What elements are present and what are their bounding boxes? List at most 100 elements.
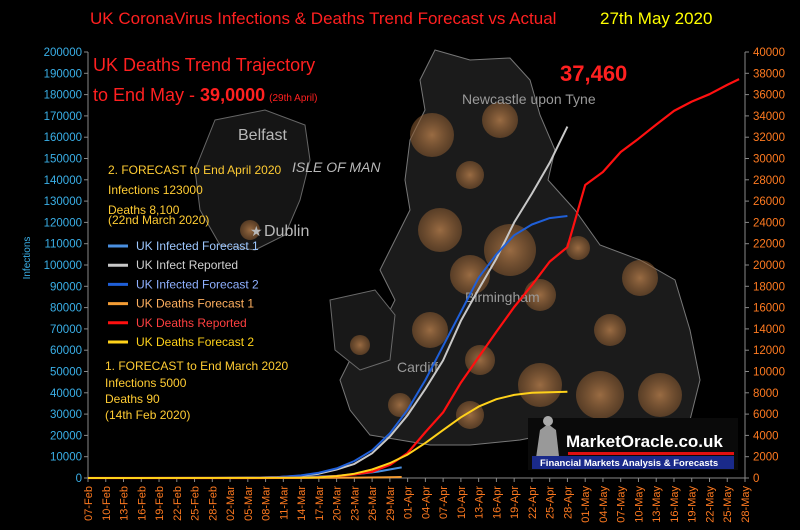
map-blob xyxy=(622,260,658,296)
y-right-tick-label: 20000 xyxy=(753,260,785,272)
x-tick-label: 23-Mar xyxy=(349,486,361,521)
x-tick-label: 22-Feb xyxy=(172,486,184,521)
oracle-figure-icon xyxy=(535,424,560,465)
map-blob xyxy=(638,373,682,417)
y-right-tick-label: 6000 xyxy=(753,409,779,421)
y-right-tick-label: 12000 xyxy=(753,345,785,357)
chart-title: UK CoronaVirus Infections & Deaths Trend… xyxy=(90,9,556,28)
x-tick-label: 10-Feb xyxy=(101,486,113,521)
oracle-head-icon xyxy=(543,416,553,426)
y-right-tick-label: 24000 xyxy=(753,217,785,229)
x-tick-label: 04-May xyxy=(598,486,610,523)
legend-label-uk-infect-reported: UK Infect Reported xyxy=(136,258,238,272)
x-tick-label: 16-Apr xyxy=(491,486,503,519)
y-right-tick-label: 10000 xyxy=(753,367,785,379)
y-left-tick-label: 0 xyxy=(76,473,82,485)
forecast-1-deaths: Deaths 90 xyxy=(105,392,160,406)
y-right-tick-label: 8000 xyxy=(753,388,779,400)
forecast-1-annotation: 1. FORECAST to End March 2020 Infections… xyxy=(105,359,289,422)
x-tick-label: 13-May xyxy=(651,486,663,523)
y-right-tick-label: 36000 xyxy=(753,90,785,102)
latest-deaths-value: 37,460 xyxy=(560,61,627,86)
logo-red-bar xyxy=(568,452,734,455)
marketoracle-logo: MarketOracle.co.uk Financial Markets Ana… xyxy=(528,416,738,470)
map-blob xyxy=(594,314,626,346)
y-left-tick-label: 90000 xyxy=(50,281,82,293)
y-right-tick-label: 38000 xyxy=(753,68,785,80)
y-left-tick-label: 120000 xyxy=(44,217,82,229)
x-tick-label: 07-May xyxy=(616,486,628,523)
map-label-belfast: Belfast xyxy=(238,127,287,144)
x-tick-label: 08-Mar xyxy=(261,486,273,521)
y-left-tick-label: 110000 xyxy=(44,239,82,251)
series-lines xyxy=(87,78,740,480)
x-tick-label: 29-Mar xyxy=(385,486,397,521)
x-tick-label: 26-Mar xyxy=(367,486,379,521)
y-left-tick-label: 70000 xyxy=(50,324,82,336)
forecast-1-title: 1. FORECAST to End March 2020 xyxy=(105,359,289,373)
y-left-tick-label: 80000 xyxy=(50,303,82,315)
y-left-axis-label: Infections xyxy=(22,237,33,280)
axes: 0100002000030000400005000060000700008000… xyxy=(44,47,785,523)
logo-tagline: Financial Markets Analysis & Forecasts xyxy=(540,458,718,469)
y-left-tick-label: 190000 xyxy=(44,68,82,80)
y-left-tick-label: 50000 xyxy=(50,367,82,379)
map-blob xyxy=(518,363,562,407)
x-tick-label: 22-May xyxy=(704,486,716,523)
map-blob xyxy=(418,208,462,252)
trajectory-value: 39,0000 xyxy=(200,85,265,105)
logo-tagline-bar xyxy=(532,456,734,469)
x-tick-label: 28-Feb xyxy=(207,486,219,521)
y-left-tick-label: 20000 xyxy=(50,430,82,442)
map-label-dublin-star: ★ xyxy=(250,223,263,239)
map-blob xyxy=(456,161,484,189)
x-tick-label: 04-Apr xyxy=(420,486,432,519)
x-tick-label: 10-May xyxy=(633,486,645,523)
y-right-tick-label: 26000 xyxy=(753,196,785,208)
map-blob xyxy=(482,102,518,138)
y-right-tick-label: 0 xyxy=(753,473,759,485)
map-blob xyxy=(410,113,454,157)
x-tick-label: 05-Mar xyxy=(243,486,255,521)
y-left-tick-label: 170000 xyxy=(44,111,82,123)
x-tick-label: 22-Apr xyxy=(527,486,539,519)
trajectory-prefix: to End May - xyxy=(93,85,200,105)
chart-date: 27th May 2020 xyxy=(600,9,712,28)
y-left-tick-label: 30000 xyxy=(50,409,82,421)
x-tick-label: 14-Mar xyxy=(296,486,308,521)
map-label-dublin: Dublin xyxy=(264,223,309,240)
forecast-1-infections: Infections 5000 xyxy=(105,376,187,390)
x-tick-label: 01-May xyxy=(580,486,592,523)
y-right-tick-label: 22000 xyxy=(753,239,785,251)
x-tick-label: 16-Feb xyxy=(136,486,148,521)
map-blob xyxy=(240,220,260,240)
map-label-birmingham: Birmingham xyxy=(465,289,540,305)
x-tick-label: 01-Apr xyxy=(403,486,415,519)
forecast-2-infections: Infections 123000 xyxy=(108,183,203,197)
x-tick-label: 10-Apr xyxy=(456,486,468,519)
x-tick-label: 17-Mar xyxy=(314,486,326,521)
x-tick-label: 19-Apr xyxy=(509,486,521,519)
y-left-tick-label: 150000 xyxy=(44,154,82,166)
x-tick-label: 13-Apr xyxy=(474,486,486,519)
y-left-tick-label: 40000 xyxy=(50,388,82,400)
y-left-tick-label: 130000 xyxy=(44,196,82,208)
trajectory-note: (29th April) xyxy=(269,93,317,104)
map-blob xyxy=(566,236,590,260)
y-right-tick-label: 14000 xyxy=(753,324,785,336)
x-tick-label: 28-May xyxy=(740,486,752,523)
x-tick-label: 13-Feb xyxy=(119,486,131,521)
y-left-tick-label: 160000 xyxy=(44,132,82,144)
x-tick-label: 07-Feb xyxy=(83,486,95,521)
y-right-tick-label: 30000 xyxy=(753,154,785,166)
y-right-tick-label: 16000 xyxy=(753,303,785,315)
background-map: Belfast ISLE OF MAN Dublin ★ Newcastle u… xyxy=(194,49,701,446)
map-label-cardiff: Cardiff xyxy=(397,359,438,375)
x-tick-label: 11-Mar xyxy=(278,486,290,520)
x-tick-label: 25-Feb xyxy=(190,486,202,521)
map-label-newcastle: Newcastle upon Tyne xyxy=(462,91,596,107)
forecast-2-annotation: 2. FORECAST to End April 2020 Infections… xyxy=(108,163,282,227)
series-line-uk-infected-forecast-2 xyxy=(87,215,568,479)
legend-label-uk-deaths-forecast-2: UK Deaths Forecast 2 xyxy=(136,335,254,349)
